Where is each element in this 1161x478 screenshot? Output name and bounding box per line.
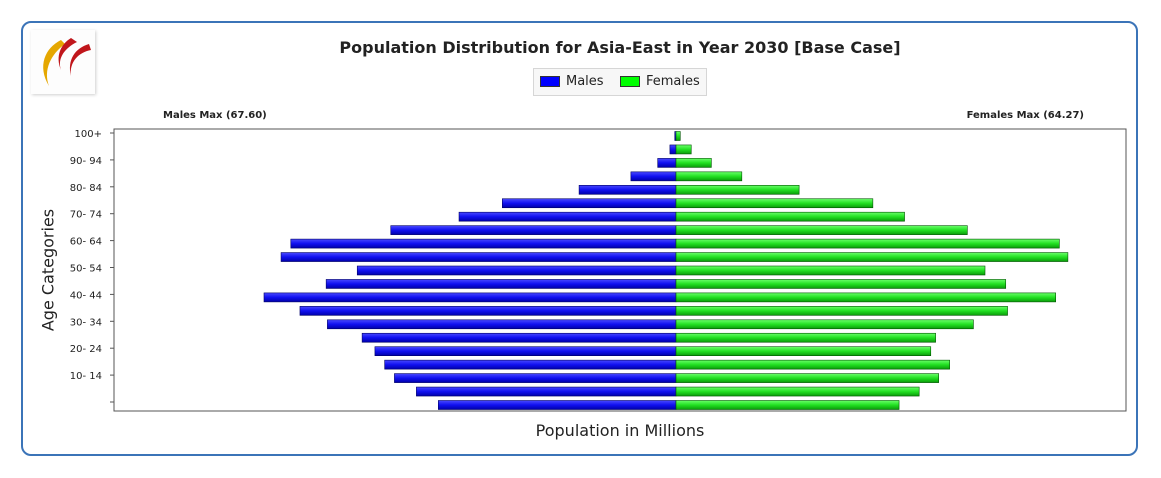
y-tick-label: 30- 34 bbox=[70, 317, 102, 328]
y-tick-label: 40- 44 bbox=[70, 290, 102, 301]
bar-males-30-34[interactable] bbox=[327, 319, 677, 330]
bar-males-25-29[interactable] bbox=[361, 332, 677, 343]
y-tick-label: 60- 64 bbox=[70, 237, 102, 248]
logo-icon bbox=[43, 38, 91, 86]
y-tick-label: 100+ bbox=[75, 129, 102, 140]
y-tick-label: 10- 14 bbox=[70, 371, 102, 382]
bar-females-5-9[interactable] bbox=[675, 386, 920, 397]
bar-males-75-79[interactable] bbox=[502, 198, 677, 209]
y-tick-label: 80- 84 bbox=[70, 183, 102, 194]
bar-males-15-19[interactable] bbox=[384, 359, 677, 370]
bar-females-100+[interactable] bbox=[675, 131, 681, 141]
bar-males-45-49[interactable] bbox=[325, 279, 677, 289]
bar-females-60-64[interactable] bbox=[675, 238, 1060, 249]
bar-females-55-59[interactable] bbox=[675, 252, 1069, 262]
bar-males-95-99[interactable] bbox=[669, 144, 677, 155]
bar-males-40-44[interactable] bbox=[263, 292, 677, 303]
chart-title: Population Distribution for Asia-East in… bbox=[339, 38, 901, 57]
y-tick-label: 20- 24 bbox=[70, 344, 102, 355]
bar-males-20-24[interactable] bbox=[374, 346, 677, 357]
bar-males-65-69[interactable] bbox=[390, 225, 677, 235]
bar-males-60-64[interactable] bbox=[290, 238, 677, 249]
bar-males-0-4[interactable] bbox=[438, 400, 677, 410]
bar-females-35-39[interactable] bbox=[675, 306, 1008, 316]
bar-females-40-44[interactable] bbox=[675, 292, 1056, 303]
bar-females-0-4[interactable] bbox=[675, 400, 900, 410]
bar-males-10-14[interactable] bbox=[394, 373, 677, 383]
legend-label-males: Males bbox=[566, 74, 604, 89]
legend[interactable]: Males Females bbox=[533, 68, 707, 96]
bar-females-95-99[interactable] bbox=[675, 144, 692, 155]
bar-males-50-54[interactable] bbox=[356, 265, 677, 276]
males-max-label: Males Max (67.60) bbox=[163, 110, 267, 121]
bar-females-65-69[interactable] bbox=[675, 225, 968, 235]
bar-males-70-74[interactable] bbox=[458, 211, 677, 222]
bar-males-55-59[interactable] bbox=[280, 252, 677, 262]
bar-females-70-74[interactable] bbox=[675, 211, 905, 222]
bar-males-90-94[interactable] bbox=[657, 158, 677, 168]
bar-females-50-54[interactable] bbox=[675, 265, 986, 276]
legend-swatch-females bbox=[620, 76, 640, 87]
bar-males-80-84[interactable] bbox=[578, 185, 677, 195]
bar-females-75-79[interactable] bbox=[675, 198, 874, 209]
bar-males-35-39[interactable] bbox=[299, 306, 677, 316]
bar-females-30-34[interactable] bbox=[675, 319, 974, 330]
x-axis-title: Population in Millions bbox=[535, 421, 705, 440]
bar-females-85-89[interactable] bbox=[675, 171, 743, 182]
logo bbox=[31, 30, 95, 94]
bar-females-45-49[interactable] bbox=[675, 279, 1007, 289]
bar-females-10-14[interactable] bbox=[675, 373, 939, 383]
bar-females-80-84[interactable] bbox=[675, 185, 800, 195]
y-tick-label: 90- 94 bbox=[70, 156, 102, 167]
bar-females-25-29[interactable] bbox=[675, 332, 936, 343]
y-tick-label: 70- 74 bbox=[70, 210, 102, 221]
bar-females-90-94[interactable] bbox=[675, 158, 712, 168]
bar-males-85-89[interactable] bbox=[630, 171, 677, 182]
legend-label-females: Females bbox=[646, 74, 700, 89]
bar-females-15-19[interactable] bbox=[675, 359, 950, 370]
bar-females-20-24[interactable] bbox=[675, 346, 932, 357]
bar-males-5-9[interactable] bbox=[416, 386, 677, 397]
plot-area bbox=[113, 128, 1127, 412]
females-max-label: Females Max (64.27) bbox=[966, 110, 1084, 121]
y-tick-label: 50- 54 bbox=[70, 264, 102, 275]
legend-swatch-males bbox=[540, 76, 560, 87]
